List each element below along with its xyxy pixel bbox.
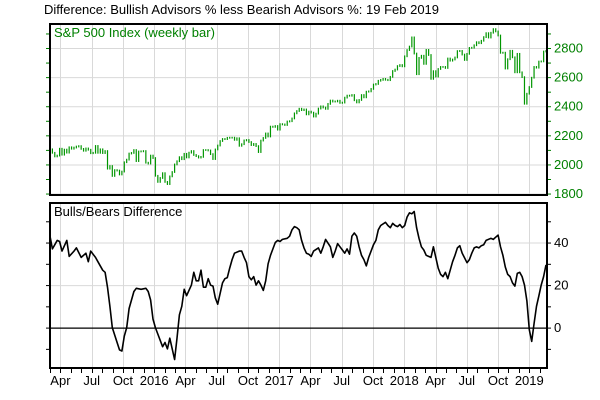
x-tick-label: Oct xyxy=(488,373,509,388)
panel-border xyxy=(49,23,548,196)
x-tick-label: Apr xyxy=(50,373,71,388)
panel-border xyxy=(49,202,548,369)
y-tick-label: 2400 xyxy=(554,99,583,114)
x-tick-label: Oct xyxy=(363,373,384,388)
y-tick-labels: 1800 2000 2200 2400 2600 2800 xyxy=(554,41,583,202)
x-tick-label: Jul xyxy=(83,373,100,388)
x-tick-label: 2016 xyxy=(140,373,169,388)
gridlines xyxy=(50,203,547,368)
y-ticks xyxy=(46,33,551,195)
sp500-panel: 1800 2000 2200 2400 2600 2800 xyxy=(46,23,583,202)
x-tick-label: Jul xyxy=(208,373,225,388)
x-tick-label: Apr xyxy=(300,373,321,388)
x-tick-label: Jul xyxy=(333,373,350,388)
bulls-bears-panel: 0 20 40 xyxy=(46,202,568,369)
y-tick-label: 2000 xyxy=(554,157,583,172)
x-tick-labels: Apr Jul Oct 2016 Apr Jul Oct 2017 Apr Jul Oct 2018 A… xyxy=(50,373,543,388)
x-tick-label: Jul xyxy=(458,373,475,388)
x-tick-label: Oct xyxy=(113,373,134,388)
x-tick-label: 2018 xyxy=(390,373,419,388)
x-tick-label: Oct xyxy=(238,373,259,388)
y-tick-label: 20 xyxy=(554,278,568,293)
y-tick-label: 2800 xyxy=(554,41,583,56)
y-tick-label: 0 xyxy=(554,320,561,335)
y-tick-label: 40 xyxy=(554,235,568,250)
chart-title: Difference: Bullish Advisors % less Bear… xyxy=(44,2,440,17)
x-tick-label: 2017 xyxy=(265,373,294,388)
y-tick-label: 1800 xyxy=(554,186,583,201)
gridlines xyxy=(50,24,547,195)
x-ticks xyxy=(50,369,541,373)
sp500-panel-label: S&P 500 Index (weekly bar) xyxy=(54,25,215,40)
y-tick-labels: 0 20 40 xyxy=(554,235,568,335)
bulls-bears-panel-label: Bulls/Bears Difference xyxy=(54,204,183,219)
y-tick-label: 2200 xyxy=(554,128,583,143)
y-tick-label: 2600 xyxy=(554,70,583,85)
x-tick-label: Apr xyxy=(175,373,196,388)
x-tick-label: Apr xyxy=(425,373,446,388)
bulls-bears-line xyxy=(49,210,547,361)
x-tick-label: 2019 xyxy=(515,373,544,388)
sp500-weekly-bars xyxy=(49,28,547,185)
